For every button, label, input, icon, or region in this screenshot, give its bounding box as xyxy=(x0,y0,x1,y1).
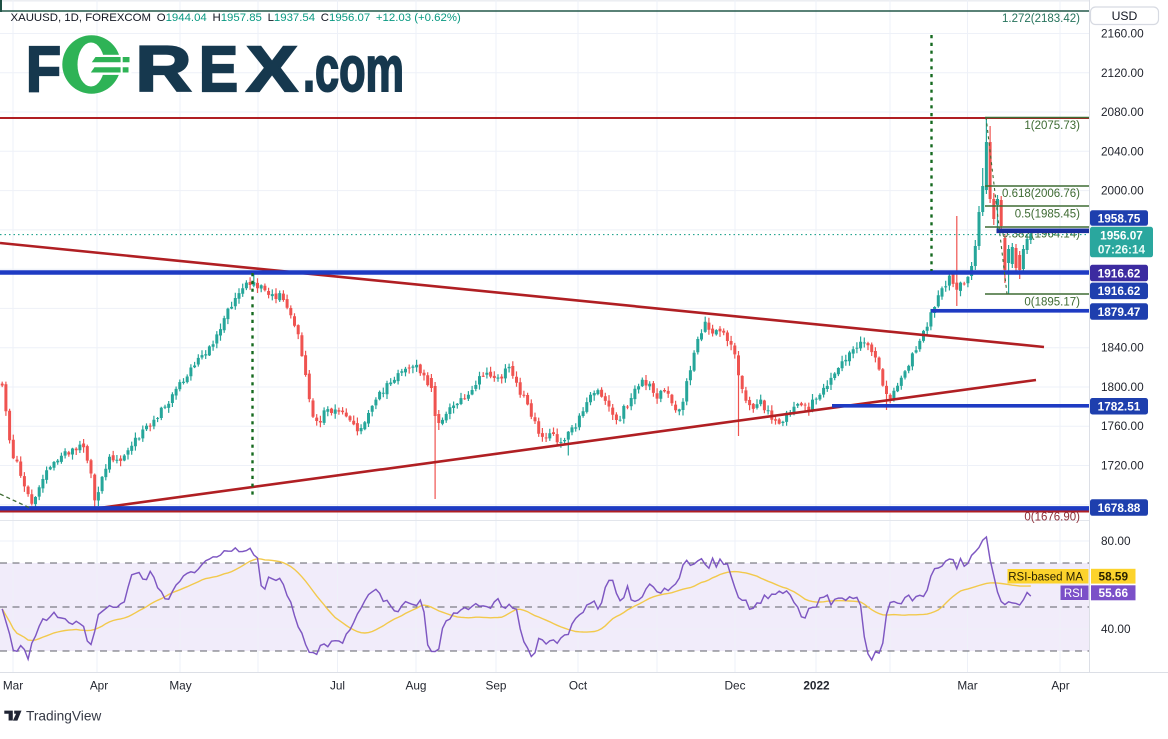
svg-text:80.00: 80.00 xyxy=(1101,534,1131,548)
svg-text:07:26:14: 07:26:14 xyxy=(1098,242,1146,256)
svg-text:1916.62: 1916.62 xyxy=(1098,266,1141,280)
svg-text:Mar: Mar xyxy=(957,679,977,693)
svg-text:55.66: 55.66 xyxy=(1099,586,1129,600)
svg-text:1720.00: 1720.00 xyxy=(1101,459,1144,473)
svg-text:40.00: 40.00 xyxy=(1101,622,1131,636)
svg-text:E: E xyxy=(199,33,238,105)
svg-text:1.272(2183.42): 1.272(2183.42) xyxy=(1002,13,1080,25)
svg-text:1760.00: 1760.00 xyxy=(1101,419,1144,433)
svg-text:2040.00: 2040.00 xyxy=(1101,144,1144,158)
svg-text:58.59: 58.59 xyxy=(1099,569,1129,583)
svg-text:Apr: Apr xyxy=(1051,679,1069,693)
svg-text:1958.75: 1958.75 xyxy=(1098,211,1141,225)
svg-text:2080.00: 2080.00 xyxy=(1101,105,1144,119)
svg-text:1879.47: 1879.47 xyxy=(1098,305,1141,319)
svg-text:Aug: Aug xyxy=(406,679,427,693)
svg-text:2160.00: 2160.00 xyxy=(1101,27,1144,41)
svg-text:RSI-based MA: RSI-based MA xyxy=(1008,572,1083,584)
svg-text:1(2075.73): 1(2075.73) xyxy=(1024,120,1080,132)
svg-text:.com: .com xyxy=(303,33,404,105)
svg-text:1800.00: 1800.00 xyxy=(1101,380,1144,394)
svg-text:RSI: RSI xyxy=(1064,588,1083,600)
svg-text:Dec: Dec xyxy=(725,679,746,693)
svg-text:F: F xyxy=(26,33,61,105)
svg-text:Sep: Sep xyxy=(486,679,507,693)
svg-text:1678.88: 1678.88 xyxy=(1098,501,1141,515)
svg-text:May: May xyxy=(169,679,191,693)
svg-text:Oct: Oct xyxy=(569,679,588,693)
svg-text:1782.51: 1782.51 xyxy=(1098,400,1141,414)
svg-text:0(1676.90): 0(1676.90) xyxy=(1024,512,1080,524)
svg-text:2000.00: 2000.00 xyxy=(1101,184,1144,198)
svg-text:X: X xyxy=(247,33,298,105)
svg-text:2120.00: 2120.00 xyxy=(1101,66,1144,80)
svg-text:0.5(1985.45): 0.5(1985.45) xyxy=(1015,209,1080,221)
svg-text:1956.07: 1956.07 xyxy=(1100,228,1143,242)
svg-text:XAUUSD, 1D, FOREXCOM O1944.04: XAUUSD, 1D, FOREXCOM O1944.04 H1957.85 L… xyxy=(11,12,461,24)
svg-text:USD: USD xyxy=(1112,9,1138,23)
svg-text:Apr: Apr xyxy=(90,679,108,693)
svg-text:0(1895.17): 0(1895.17) xyxy=(1024,297,1080,309)
svg-text:0.618(2006.76): 0.618(2006.76) xyxy=(1002,188,1080,200)
svg-text:1916.62: 1916.62 xyxy=(1098,284,1141,298)
svg-text:Mar: Mar xyxy=(3,679,23,693)
svg-text:R: R xyxy=(136,33,192,105)
svg-text:Jul: Jul xyxy=(330,679,345,693)
svg-text:2022: 2022 xyxy=(803,679,830,693)
svg-text:TradingView: TradingView xyxy=(26,708,101,723)
svg-text:1840.00: 1840.00 xyxy=(1101,341,1144,355)
